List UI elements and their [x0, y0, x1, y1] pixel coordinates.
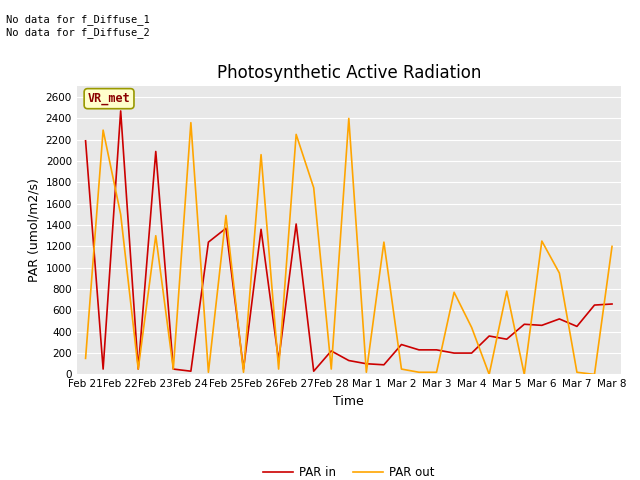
PAR out — [591, 372, 598, 377]
PAR out — [380, 239, 388, 245]
PAR out — [292, 132, 300, 137]
Y-axis label: PAR (umol/m2/s): PAR (umol/m2/s) — [27, 179, 40, 282]
PAR out — [134, 366, 142, 372]
PAR in — [239, 366, 247, 372]
PAR in — [205, 239, 212, 245]
Line: PAR in: PAR in — [86, 111, 612, 371]
PAR out — [451, 289, 458, 295]
PAR in — [451, 350, 458, 356]
PAR out — [520, 372, 528, 377]
PAR in — [187, 368, 195, 374]
PAR out — [257, 152, 265, 157]
PAR out — [82, 356, 90, 361]
PAR in — [345, 358, 353, 363]
PAR in — [117, 108, 125, 114]
PAR out — [468, 324, 476, 330]
PAR in — [328, 348, 335, 354]
Line: PAR out: PAR out — [86, 119, 612, 374]
PAR out — [99, 127, 107, 133]
PAR in — [538, 323, 546, 328]
PAR in — [397, 342, 405, 348]
PAR in — [362, 361, 370, 367]
PAR in — [292, 221, 300, 227]
PAR out — [205, 370, 212, 375]
PAR in — [520, 322, 528, 327]
PAR in — [134, 366, 142, 372]
PAR in — [468, 350, 476, 356]
PAR in — [152, 149, 159, 155]
PAR in — [485, 333, 493, 339]
PAR out — [275, 366, 282, 372]
PAR out — [503, 288, 511, 294]
PAR out — [345, 116, 353, 121]
PAR in — [608, 301, 616, 307]
PAR in — [170, 366, 177, 372]
PAR in — [222, 226, 230, 231]
PAR out — [187, 120, 195, 126]
PAR out — [397, 366, 405, 372]
PAR out — [573, 370, 580, 375]
X-axis label: Time: Time — [333, 395, 364, 408]
PAR out — [239, 370, 247, 375]
Text: No data for f_Diffuse_1
No data for f_Diffuse_2: No data for f_Diffuse_1 No data for f_Di… — [6, 14, 150, 38]
PAR in — [503, 336, 511, 342]
PAR in — [82, 138, 90, 144]
PAR in — [99, 366, 107, 372]
PAR out — [328, 366, 335, 372]
PAR out — [170, 366, 177, 372]
PAR in — [380, 362, 388, 368]
PAR in — [415, 347, 423, 353]
PAR in — [257, 227, 265, 232]
PAR out — [152, 233, 159, 239]
PAR in — [556, 316, 563, 322]
PAR out — [117, 212, 125, 217]
PAR in — [275, 358, 282, 363]
PAR out — [485, 372, 493, 377]
Legend: PAR in, PAR out: PAR in, PAR out — [259, 461, 439, 480]
PAR out — [415, 370, 423, 375]
PAR in — [573, 324, 580, 329]
Text: VR_met: VR_met — [88, 92, 131, 105]
PAR in — [433, 347, 440, 353]
PAR out — [362, 370, 370, 375]
PAR out — [608, 243, 616, 249]
PAR out — [556, 270, 563, 276]
Title: Photosynthetic Active Radiation: Photosynthetic Active Radiation — [216, 64, 481, 82]
PAR out — [310, 185, 317, 191]
PAR out — [222, 213, 230, 218]
PAR out — [538, 238, 546, 244]
PAR in — [310, 368, 317, 374]
PAR out — [433, 370, 440, 375]
PAR in — [591, 302, 598, 308]
